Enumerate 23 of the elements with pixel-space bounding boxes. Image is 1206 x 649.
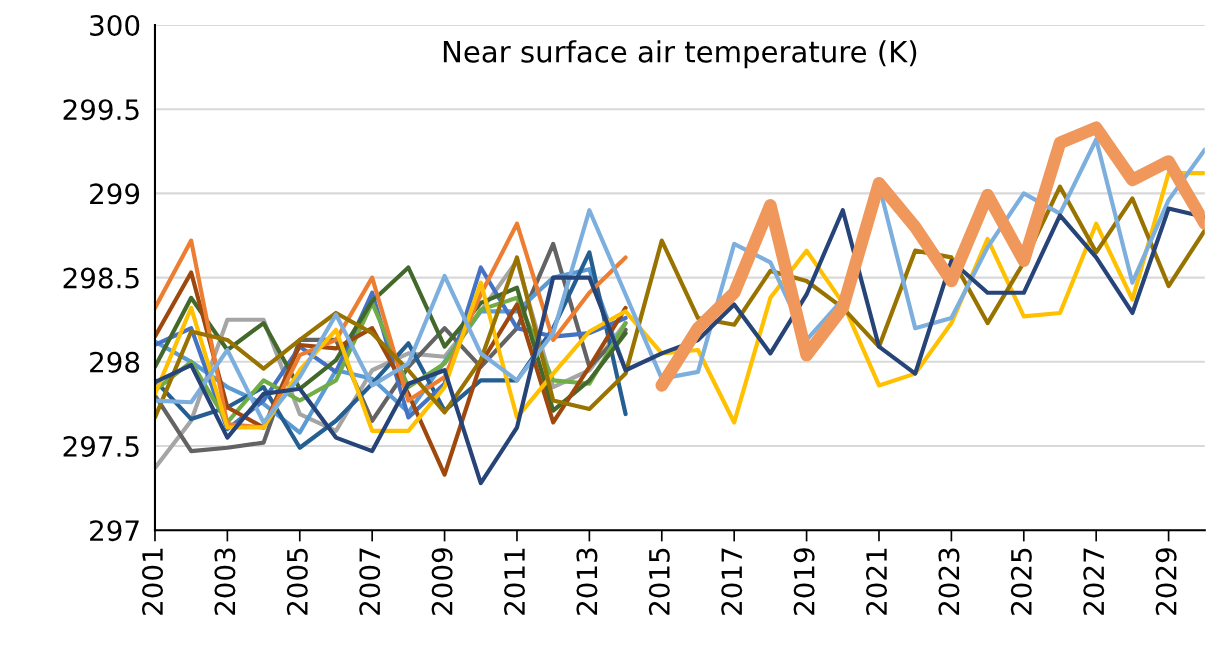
x-tick-label: 2007 xyxy=(359,548,381,615)
y-tick-label: 300 xyxy=(90,14,140,36)
x-tick-label: 2001 xyxy=(142,548,164,615)
x-tick-label: 2005 xyxy=(286,548,308,615)
y-tick-label: 299.5 xyxy=(63,99,139,121)
x-tick-label: 2015 xyxy=(648,548,670,615)
x-tick-label: 2029 xyxy=(1155,548,1177,615)
y-tick-label: 297.5 xyxy=(63,435,139,457)
x-tick-label: 2027 xyxy=(1083,548,1105,615)
x-tick-label: 2009 xyxy=(431,548,453,615)
x-tick-label: 2019 xyxy=(793,548,815,615)
x-tick-label: 2011 xyxy=(504,548,526,615)
text: Near surface air temperature (K) xyxy=(443,40,917,69)
x-tick-label: 2021 xyxy=(866,548,888,615)
y-tick-label: 298.5 xyxy=(63,267,139,289)
x-tick-label: 2025 xyxy=(1010,548,1032,615)
y-tick-label: 297 xyxy=(90,520,139,542)
x-tick-label: 2017 xyxy=(721,548,743,615)
y-tick-label: 298 xyxy=(90,351,140,373)
y-tick-label: 299 xyxy=(90,183,140,205)
x-tick-label: 2013 xyxy=(576,548,598,615)
x-tick-label: 2003 xyxy=(214,548,236,615)
x-tick-label: 2023 xyxy=(938,548,960,615)
